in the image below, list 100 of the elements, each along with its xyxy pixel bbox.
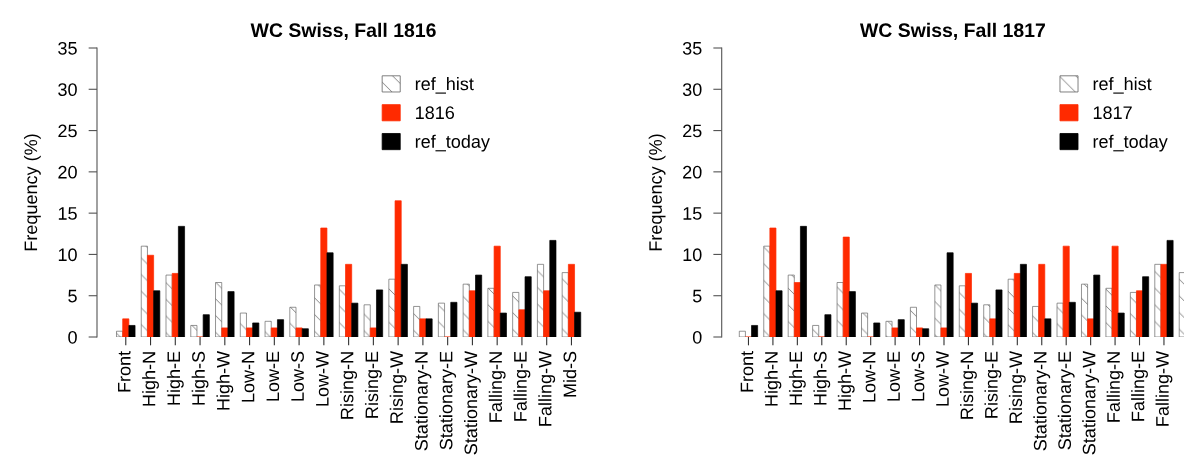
bar [165, 274, 173, 337]
bar [842, 236, 850, 337]
y-axis-title: Frequency (%) [648, 134, 666, 251]
x-tick-label: Low-S [291, 351, 304, 401]
bar [425, 318, 433, 337]
bar [190, 325, 198, 337]
bar [252, 322, 260, 337]
x-tick-label: Low-W [316, 350, 329, 406]
bar [989, 318, 997, 337]
x-tick-label: Front [740, 351, 754, 392]
bar [326, 252, 334, 337]
x-tick-label: Stationary-N [1033, 352, 1051, 451]
bar [147, 254, 154, 337]
x-tick-label: Low-E [266, 351, 280, 401]
bar [512, 292, 520, 337]
bar [812, 325, 820, 337]
x-tick-label: Mid-S [563, 351, 577, 397]
x-tick-label: Rising-W [389, 350, 407, 423]
x-tick-label: High-W [837, 350, 855, 410]
bar [438, 302, 445, 337]
x-tick-label: Falling-N [488, 352, 506, 422]
y-tick-label: 5 [68, 289, 77, 303]
x-tick-label: Stationary-E [439, 351, 457, 450]
bar [800, 226, 807, 337]
bar [568, 263, 575, 337]
y-tick-label: 10 [683, 248, 702, 262]
y-tick-label: 0 [692, 330, 702, 344]
bar [1117, 312, 1125, 337]
chart-title: WC Swiss, Fall 1816 [250, 22, 436, 40]
bar [351, 302, 359, 337]
x-tick-label: Falling-E [513, 351, 531, 421]
bar [221, 327, 229, 337]
bar [1062, 245, 1070, 337]
bar [369, 327, 377, 337]
chart-title: WC Swiss, Fall 1817 [859, 22, 1045, 40]
bar [1081, 283, 1088, 337]
bar [775, 290, 783, 337]
x-tick-label: Rising-N [340, 352, 358, 419]
bar [524, 276, 532, 337]
y-tick-label: 5 [692, 289, 702, 303]
bar [946, 252, 954, 337]
bar [320, 227, 328, 337]
bar [1020, 263, 1027, 337]
x-tick-label: High-N [764, 352, 782, 406]
bar [537, 263, 544, 337]
bar [376, 289, 384, 337]
bar [289, 306, 297, 337]
bar [227, 291, 235, 337]
bar [1093, 274, 1101, 337]
x-tick-label: Rising-W [1008, 350, 1026, 423]
bar [836, 282, 844, 337]
bar [971, 302, 978, 337]
bar [239, 312, 247, 337]
x-tick-label: Low-N [241, 352, 255, 402]
bar [128, 325, 136, 337]
x-tick-label: Falling-E [1131, 351, 1148, 421]
y-tick-label: 30 [682, 83, 702, 97]
x-tick-label: Stationary-W [1082, 350, 1100, 455]
y-tick-label: 25 [58, 124, 77, 138]
bar [1068, 301, 1076, 337]
bar [246, 327, 254, 337]
bar [1044, 318, 1052, 337]
bar [1056, 302, 1064, 337]
bar [885, 320, 893, 337]
y-tick-label: 35 [58, 41, 77, 55]
bar [301, 328, 309, 337]
bar [122, 318, 130, 337]
bar [450, 301, 458, 337]
bar [574, 311, 582, 337]
bar [394, 200, 402, 337]
legend-label: 1816 [416, 106, 455, 120]
bar [215, 282, 223, 337]
bar [1087, 318, 1095, 337]
bar [824, 314, 832, 337]
y-tick-label: 10 [58, 248, 77, 262]
bar [965, 273, 972, 337]
legend-label: ref_today [415, 134, 490, 152]
legend-label: 1817 [1093, 106, 1132, 120]
bar [400, 263, 408, 337]
y-tick-label: 15 [58, 207, 77, 220]
bar [295, 327, 303, 337]
bar [277, 319, 284, 337]
x-tick-label: High-S [191, 351, 209, 405]
bar [264, 320, 272, 337]
y-tick-label: 20 [683, 165, 702, 179]
bar [270, 327, 278, 337]
bar [769, 227, 777, 337]
x-tick-label: Rising-N [960, 352, 977, 419]
bar [419, 318, 427, 337]
x-tick-label: Front [118, 351, 131, 392]
x-tick-label: Low-N [862, 352, 876, 402]
bar [934, 284, 942, 337]
y-tick-label: 15 [683, 207, 702, 220]
y-tick-label: 30 [58, 83, 77, 97]
x-tick-label: Stationary-N [414, 352, 432, 451]
legend-label: ref_today [1093, 134, 1168, 152]
bar [910, 306, 917, 337]
x-tick-label: High-W [216, 350, 234, 410]
bar [787, 274, 795, 337]
bar [475, 274, 483, 337]
